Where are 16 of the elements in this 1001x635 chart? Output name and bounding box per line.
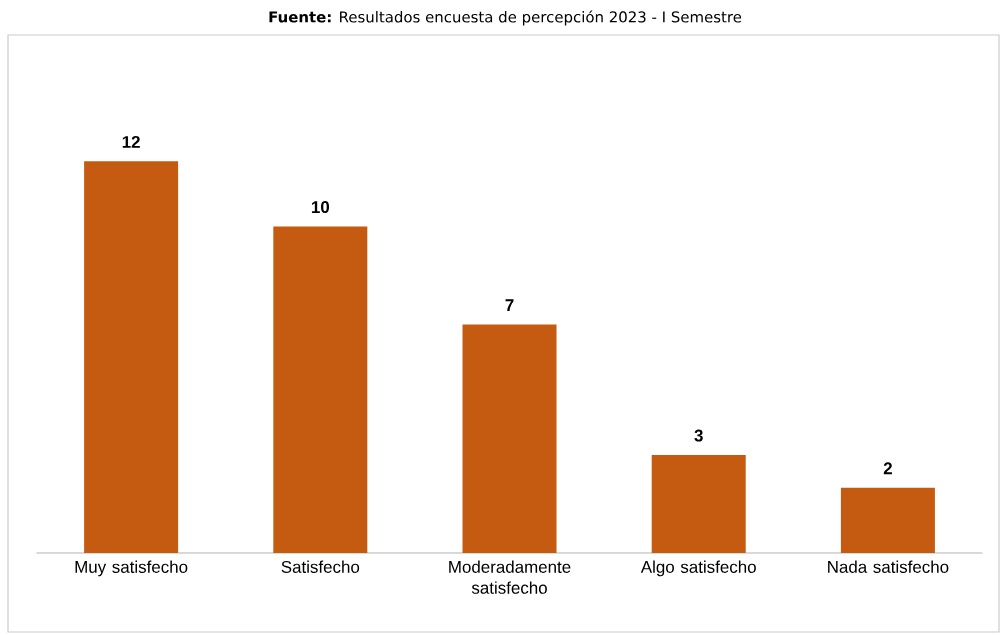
data-label: 10 xyxy=(311,201,330,214)
bar xyxy=(84,161,179,553)
x-tick-label: Algo satisfecho xyxy=(640,560,756,577)
x-tick-label: Moderadamente satisfecho xyxy=(449,560,571,594)
data-label: 3 xyxy=(694,429,703,442)
bar xyxy=(462,324,557,553)
x-tick-label: Muy satisfecho xyxy=(75,560,188,577)
data-label: 2 xyxy=(883,462,892,475)
data-label: 12 xyxy=(122,135,140,148)
bar xyxy=(840,487,935,553)
x-tick-label: Satisfecho xyxy=(281,560,360,573)
data-label: 7 xyxy=(505,299,514,311)
x-tick-label: Nada satisfecho xyxy=(828,560,949,573)
bar xyxy=(273,226,368,553)
bar xyxy=(651,455,746,553)
text: Fuente: Resultados encuesta de percepción 2023 - I Semestre xyxy=(269,10,742,26)
